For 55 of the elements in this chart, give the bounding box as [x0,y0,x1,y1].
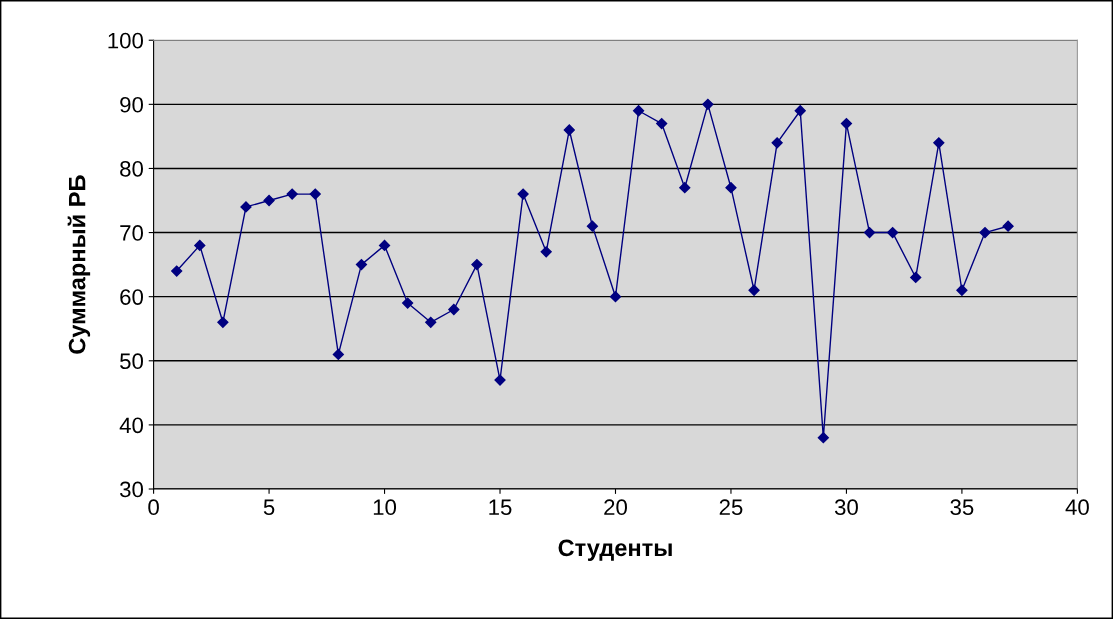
x-axis-title: Студенты [558,539,672,561]
x-tick-label: 25 [719,499,743,516]
x-tick-label: 15 [489,499,512,516]
point [817,432,829,444]
point [771,137,783,149]
point [217,316,229,328]
y-tick-label: 100 [108,32,144,49]
point [402,297,414,309]
x-tick-label: 40 [1065,499,1089,516]
point [887,226,899,239]
point [448,303,460,316]
x-tick-label: 5 [263,499,275,516]
x-tick-label: 0 [148,499,159,516]
point [540,246,552,258]
point [794,105,806,117]
point [748,284,760,296]
point [840,117,853,130]
point [679,182,691,194]
point [263,194,275,207]
x-tick-label: 35 [950,499,974,516]
point [171,265,183,277]
y-tick-label: 30 [120,481,144,498]
point [609,291,622,303]
point [355,259,368,271]
y-tick-label: 50 [120,353,144,370]
y-tick-label: 40 [119,417,144,434]
y-tick-label: 80 [120,160,144,177]
point [1002,220,1014,232]
point [956,284,968,296]
y-tick-label: 60 [120,289,144,305]
x-tick-label: 20 [604,499,627,516]
point [863,226,876,239]
x-tick-label: 30 [834,499,858,516]
point [933,137,945,149]
point [286,188,298,200]
point [471,259,483,271]
point [725,182,737,194]
point [632,105,645,117]
point [194,239,206,251]
point [425,316,437,328]
point [378,239,391,251]
y-tick-label: 90 [120,96,144,113]
y-tick-label: 70 [120,225,144,241]
point [332,348,344,360]
point [586,220,598,232]
point [979,226,991,239]
point [240,201,252,213]
point [309,188,321,200]
point [563,124,575,136]
point [910,271,922,284]
point [656,117,668,130]
y-axis-title: Суммарный РБ [67,175,91,354]
point [702,98,714,110]
point [517,188,529,200]
x-tick-label: 10 [373,499,397,516]
